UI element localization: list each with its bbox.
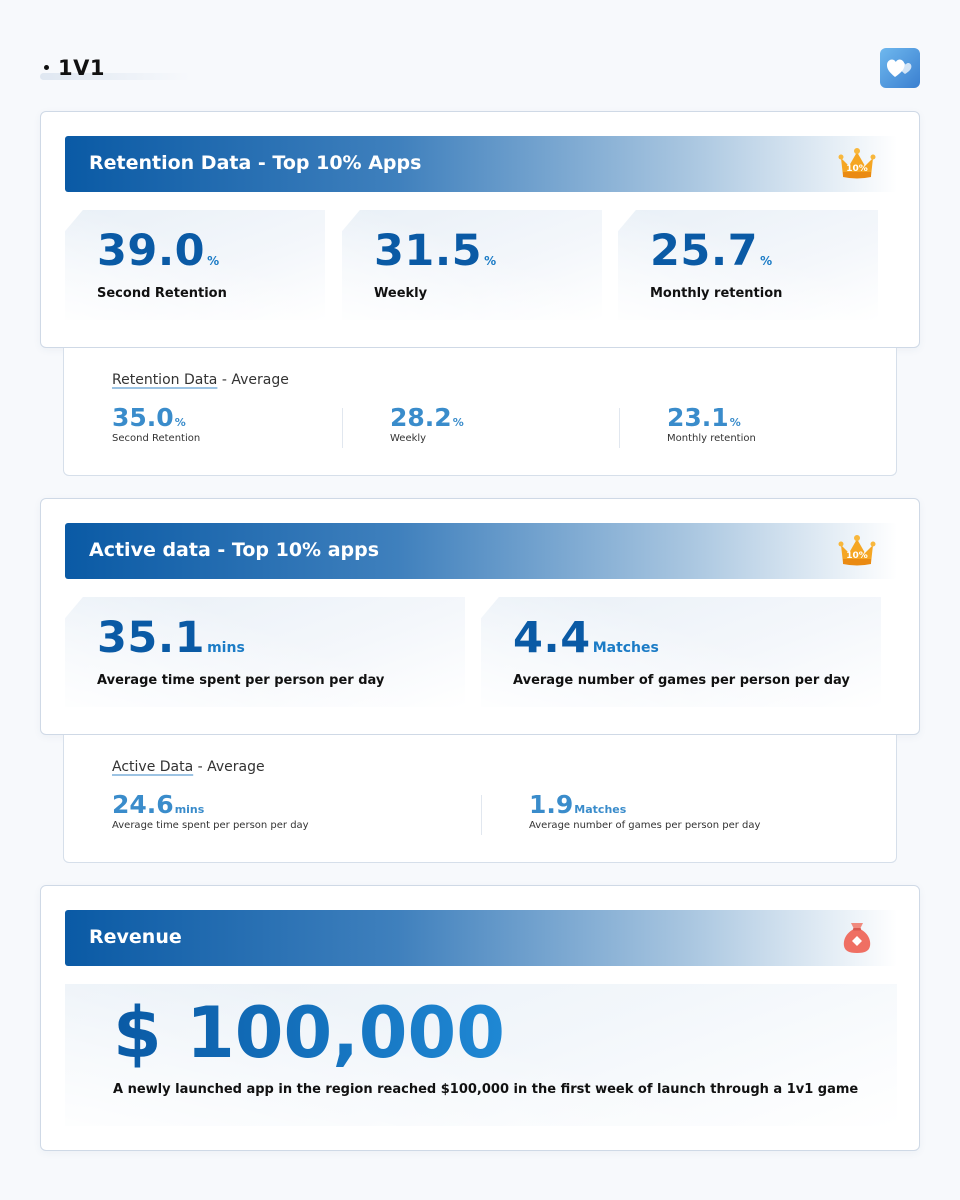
crown-badge-text: 10% bbox=[846, 551, 868, 561]
stat-label: Average number of games per person per d… bbox=[513, 673, 850, 688]
stat-tile-games-per-day: 4.4 Matches Average number of games per p… bbox=[481, 597, 881, 707]
retention-top-card: Retention Data - Top 10% Apps 10% 39.0% … bbox=[40, 111, 920, 348]
retention-top-title: Retention Data - Top 10% Apps bbox=[89, 152, 422, 174]
page-title-text: 1V1 bbox=[58, 56, 105, 80]
hearts-icon bbox=[887, 59, 912, 77]
avg-stat-time-spent: 24.6mins Average time spent per person p… bbox=[112, 790, 309, 831]
stat-tile-weekly: 31.5% Weekly bbox=[342, 210, 602, 320]
page-heading: 1V1 bbox=[40, 56, 190, 82]
avg-label: Second Retention bbox=[112, 433, 201, 444]
avg-stat-weekly: 28.2% Weekly bbox=[390, 403, 464, 444]
revenue-banner: Revenue bbox=[65, 910, 897, 966]
stat-tile-monthly-retention: 25.7% Monthly retention bbox=[618, 210, 878, 320]
active-top-card: Active data - Top 10% apps 10% 35.1 mins … bbox=[40, 498, 920, 735]
stat-number: 35.1 bbox=[97, 613, 206, 663]
stat-label: Second Retention bbox=[97, 286, 227, 301]
stat-number: 4.4 bbox=[513, 613, 591, 663]
stat-number: 31.5 bbox=[374, 226, 483, 276]
stat-unit: % bbox=[207, 254, 220, 268]
active-top-banner: Active data - Top 10% apps 10% bbox=[65, 523, 897, 579]
money-bag-icon bbox=[837, 920, 877, 956]
crown-icon: 10% bbox=[837, 146, 877, 182]
stat-tile-time-spent: 35.1 mins Average time spent per person p… bbox=[65, 597, 465, 707]
avg-title-suffix: - Average bbox=[193, 759, 265, 775]
active-average-panel: Active Data - Average 24.6mins Average t… bbox=[63, 735, 897, 863]
avg-number: 24.6 bbox=[112, 790, 174, 819]
crown-badge-text: 10% bbox=[846, 164, 868, 174]
avg-number: 28.2 bbox=[390, 403, 452, 432]
retention-top-banner: Retention Data - Top 10% Apps 10% bbox=[65, 136, 897, 192]
stat-unit: % bbox=[484, 254, 497, 268]
avg-label: Average number of games per person per d… bbox=[529, 820, 761, 831]
stat-value: 31.5% bbox=[374, 226, 496, 276]
stat-label: Weekly bbox=[374, 286, 428, 301]
divider bbox=[342, 408, 343, 448]
revenue-description: A newly launched app in the region reach… bbox=[113, 1082, 859, 1097]
active-average-title: Active Data - Average bbox=[112, 759, 265, 775]
heading-underline bbox=[40, 73, 190, 80]
revenue-title: Revenue bbox=[89, 926, 182, 948]
revenue-value: $ 100,000 bbox=[113, 992, 505, 1074]
avg-label: Monthly retention bbox=[667, 433, 756, 444]
avg-stat-monthly-retention: 23.1% Monthly retention bbox=[667, 403, 756, 444]
avg-label: Weekly bbox=[390, 433, 427, 444]
active-top-title: Active data - Top 10% apps bbox=[89, 539, 380, 561]
avg-stat-second-retention: 35.0% Second Retention bbox=[112, 403, 200, 444]
avg-number: 23.1 bbox=[667, 403, 729, 432]
revenue-card: Revenue $ 100,000 A newly launched app i… bbox=[40, 885, 920, 1151]
retention-average-title: Retention Data - Average bbox=[112, 372, 289, 388]
avg-number: 1.9 bbox=[529, 790, 574, 819]
stat-value: 25.7% bbox=[650, 226, 772, 276]
avg-unit: Matches bbox=[574, 803, 627, 816]
bullet-dot-icon bbox=[44, 64, 49, 70]
stat-unit: Matches bbox=[592, 640, 659, 656]
stat-value: 4.4 Matches bbox=[513, 613, 659, 663]
stat-value: 39.0% bbox=[97, 226, 219, 276]
avg-number: 35.0 bbox=[112, 403, 174, 432]
stat-tile-second-retention: 39.0% Second Retention bbox=[65, 210, 325, 320]
avg-unit: % bbox=[452, 416, 464, 429]
avg-title-main: Active Data bbox=[112, 759, 194, 775]
stat-label: Monthly retention bbox=[650, 286, 783, 301]
avg-label: Average time spent per person per day bbox=[112, 820, 309, 831]
stat-value: 35.1 mins bbox=[97, 613, 245, 663]
hearts-logo-icon bbox=[880, 48, 920, 88]
avg-unit: mins bbox=[174, 803, 205, 816]
stat-unit: mins bbox=[207, 640, 245, 656]
divider bbox=[481, 795, 482, 835]
divider bbox=[619, 408, 620, 448]
stat-number: 25.7 bbox=[650, 226, 759, 276]
avg-title-main: Retention Data bbox=[112, 372, 218, 388]
revenue-tile: $ 100,000 A newly launched app in the re… bbox=[65, 984, 897, 1126]
avg-unit: % bbox=[174, 416, 186, 429]
retention-average-panel: Retention Data - Average 35.0% Second Re… bbox=[63, 348, 897, 476]
avg-title-suffix: - Average bbox=[217, 372, 289, 388]
stat-label: Average time spent per person per day bbox=[97, 673, 385, 688]
stat-unit: % bbox=[760, 254, 773, 268]
avg-stat-games-per-day: 1.9Matches Average number of games per p… bbox=[529, 790, 760, 831]
page-title: 1V1 bbox=[44, 56, 105, 80]
stat-number: 39.0 bbox=[97, 226, 206, 276]
avg-unit: % bbox=[729, 416, 741, 429]
crown-icon: 10% bbox=[837, 533, 877, 569]
